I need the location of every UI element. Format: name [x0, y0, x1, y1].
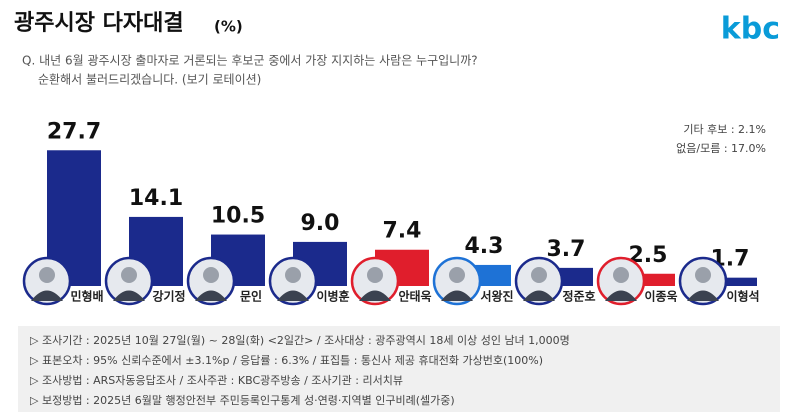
note: 기타 후보 : 2.1% [683, 123, 766, 136]
value-label: 14.1 [129, 186, 183, 211]
footer-line: ▷ 보정방법 : 2025년 6월말 행정안전부 주민등록인구통계 성·연령·지… [30, 394, 455, 407]
photo-body [195, 290, 227, 301]
photo-body [605, 290, 637, 301]
value-label: 4.3 [465, 234, 504, 259]
photo-head [695, 267, 711, 283]
photo-head [531, 267, 547, 283]
category-label: 민형배 [70, 289, 103, 304]
photo-body [277, 290, 309, 301]
photo-body [523, 290, 555, 301]
footer-line: ▷ 조사방법 : ARS자동응답조사 / 조사주관 : KBC광주방송 / 조사… [30, 374, 403, 387]
category-label: 강기정 [152, 289, 185, 304]
photo-body [31, 290, 63, 301]
photo-head [367, 267, 383, 283]
photo-head [613, 267, 629, 283]
unit: (%) [214, 18, 243, 36]
photo-head [285, 267, 301, 283]
value-label: 9.0 [301, 211, 340, 236]
photo-head [121, 267, 137, 283]
category-label: 안태욱 [398, 289, 431, 304]
photo-body [359, 290, 391, 301]
photo-head [39, 267, 55, 283]
category-label: 정준호 [562, 289, 595, 304]
footer-box [18, 326, 780, 412]
footer-line: ▷ 표본오차 : 95% 신뢰수준에서 ±3.1%p / 응답률 : 6.3% … [30, 354, 543, 367]
category-label: 이병훈 [316, 289, 349, 304]
value-label: 27.7 [47, 119, 101, 144]
footer-line: ▷ 조사기간 : 2025년 10월 27일(월) ~ 28일(화) <2일간>… [30, 333, 570, 347]
bar [703, 277, 757, 286]
photo-body [441, 290, 473, 301]
category-label: 문인 [240, 289, 262, 304]
note: 없음/모름 : 17.0% [676, 142, 766, 155]
question: 순환해서 불러드리겠습니다. (보기 로테이션) [38, 73, 261, 87]
category-label: 서왕진 [480, 289, 513, 304]
value-label: 10.5 [211, 204, 265, 229]
question: Q. 내년 6월 광주시장 출마자로 거론되는 후보군 중에서 가장 지지하는 … [22, 54, 478, 68]
category-label: 이종욱 [644, 289, 677, 304]
photo-body [687, 290, 719, 301]
photo-head [203, 267, 219, 283]
category-label: 이형석 [726, 289, 759, 304]
photo-head [449, 267, 465, 283]
photo-body [113, 290, 145, 301]
chart-title: 광주시장 다자대결 [14, 11, 184, 36]
value-label: 7.4 [383, 219, 422, 244]
logo: kbc [721, 12, 780, 47]
value-label: 3.7 [547, 237, 586, 262]
